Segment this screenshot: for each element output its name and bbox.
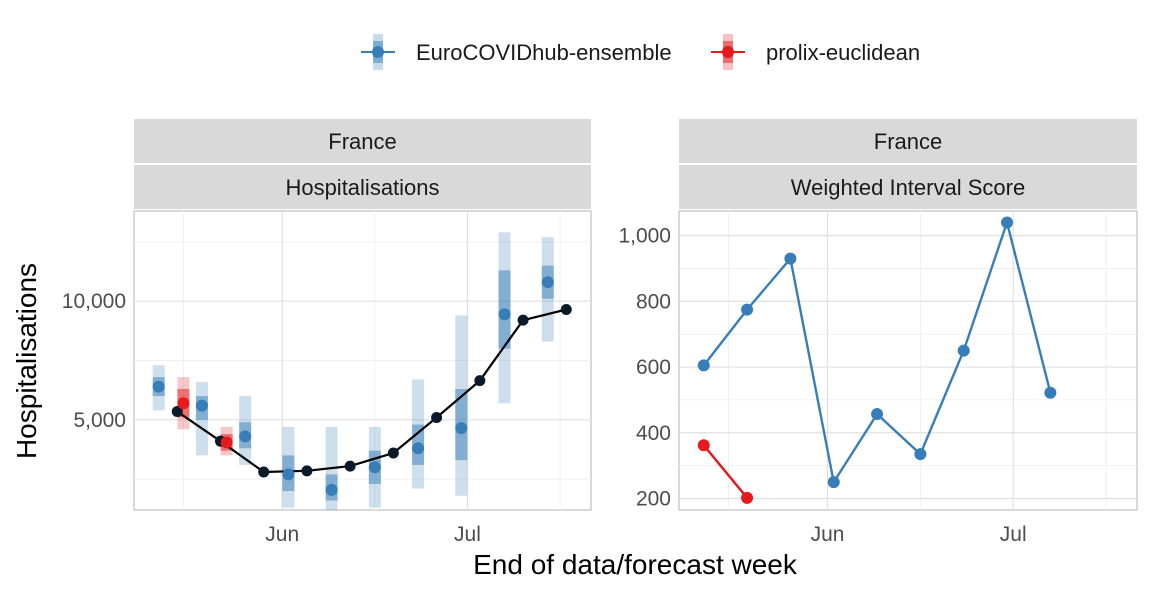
y-tick-label-0: 5,000	[73, 409, 126, 432]
strip-top-hosp	[134, 119, 591, 163]
score-point-EuroCOVIDhub-ensemble-6	[957, 344, 970, 357]
plot-area-wis	[678, 210, 1138, 511]
median-point-EuroCOVIDhub-ensemble-2	[239, 430, 252, 443]
x-tick-label-1: Jul	[454, 523, 481, 546]
observed-point-5	[387, 447, 399, 459]
score-point-EuroCOVIDhub-ensemble-1	[741, 303, 754, 316]
score-point-EuroCOVIDhub-ensemble-3	[827, 476, 840, 489]
strip-bottom-wis	[679, 165, 1137, 209]
forecast-medians-hosp	[152, 276, 554, 496]
median-point-EuroCOVIDhub-ensemble-7	[455, 422, 468, 435]
x-tick-labels-hosp: Jun Jul	[265, 523, 481, 546]
x-tick-labels-wis: Jun Jul	[811, 523, 1027, 546]
score-point-prolix-euclidean-1	[741, 491, 754, 504]
y-axis-title: Hospitalisations	[11, 263, 42, 459]
legend: EuroCOVIDhub-ensemble prolix-euclidean	[361, 34, 920, 70]
panel-wis: France Weighted Interval Score 200 400 600…	[618, 119, 1138, 546]
y-tick-labels-hosp: 5,000 10,000	[62, 290, 126, 432]
median-point-prolix-euclidean-0	[177, 397, 190, 410]
legend-key-ensemble-point	[372, 46, 384, 58]
x-tick-label-1: Jul	[1000, 523, 1027, 546]
observed-point-7	[474, 375, 486, 387]
grid-hosp	[134, 211, 591, 510]
observed-point-0	[171, 406, 183, 418]
observed-point-2	[258, 466, 270, 478]
strip-bottom-hosp	[134, 165, 591, 209]
median-point-EuroCOVIDhub-ensemble-3	[282, 468, 295, 481]
strip-top-wis	[679, 119, 1137, 163]
observed-point-8	[517, 314, 529, 326]
x-axis-title: End of data/forecast week	[473, 549, 798, 580]
observed-line	[176, 308, 567, 474]
score-point-prolix-euclidean-0	[697, 439, 710, 452]
y-tick-label-0: 200	[636, 488, 671, 511]
y-tick-label-1: 400	[636, 422, 671, 445]
x-tick-label-0: Jun	[811, 523, 845, 546]
observed-point-3	[301, 465, 313, 477]
median-point-EuroCOVIDhub-ensemble-8	[498, 308, 511, 321]
median-point-EuroCOVIDhub-ensemble-6	[412, 442, 425, 455]
strip-top-wis-label: France	[874, 129, 942, 154]
legend-key-ensemble	[361, 34, 395, 70]
median-point-EuroCOVIDhub-ensemble-4	[325, 483, 338, 496]
legend-label-prolix: prolix-euclidean	[766, 40, 920, 65]
strip-bottom-hosp-label: Hospitalisations	[285, 175, 439, 200]
y-tick-label-4: 1,000	[618, 225, 671, 248]
legend-key-prolix	[711, 34, 745, 70]
y-tick-label-3: 800	[636, 290, 671, 313]
x-tick-label-0: Jun	[265, 523, 299, 546]
median-point-EuroCOVIDhub-ensemble-1	[195, 399, 208, 412]
y-tick-labels-wis: 200 400 600 800 1,000	[618, 225, 671, 511]
observed-point-6	[431, 411, 443, 423]
score-point-EuroCOVIDhub-ensemble-8	[1044, 386, 1057, 399]
median-point-EuroCOVIDhub-ensemble-9	[541, 276, 554, 289]
legend-label-ensemble: EuroCOVIDhub-ensemble	[416, 40, 672, 65]
median-point-EuroCOVIDhub-ensemble-5	[368, 461, 381, 474]
y-tick-label-2: 600	[636, 356, 671, 379]
score-point-EuroCOVIDhub-ensemble-4	[871, 408, 884, 421]
y-tick-label-1: 10,000	[62, 290, 126, 313]
median-point-EuroCOVIDhub-ensemble-0	[152, 380, 165, 393]
grid-wis	[679, 211, 1137, 510]
score-point-EuroCOVIDhub-ensemble-5	[914, 448, 927, 461]
observed-series-hosp	[171, 303, 572, 478]
score-series-wis	[697, 216, 1057, 504]
score-point-EuroCOVIDhub-ensemble-7	[1001, 216, 1014, 229]
median-point-prolix-euclidean-1	[220, 436, 233, 449]
score-point-EuroCOVIDhub-ensemble-0	[697, 359, 710, 372]
observed-point-4	[344, 460, 356, 472]
score-point-EuroCOVIDhub-ensemble-2	[784, 252, 797, 265]
strip-bottom-wis-label: Weighted Interval Score	[791, 175, 1025, 200]
score-line-prolix-euclidean	[702, 444, 749, 499]
legend-key-prolix-point	[722, 46, 734, 58]
strip-top-hosp-label: France	[328, 129, 396, 154]
observed-point-9	[560, 303, 572, 315]
